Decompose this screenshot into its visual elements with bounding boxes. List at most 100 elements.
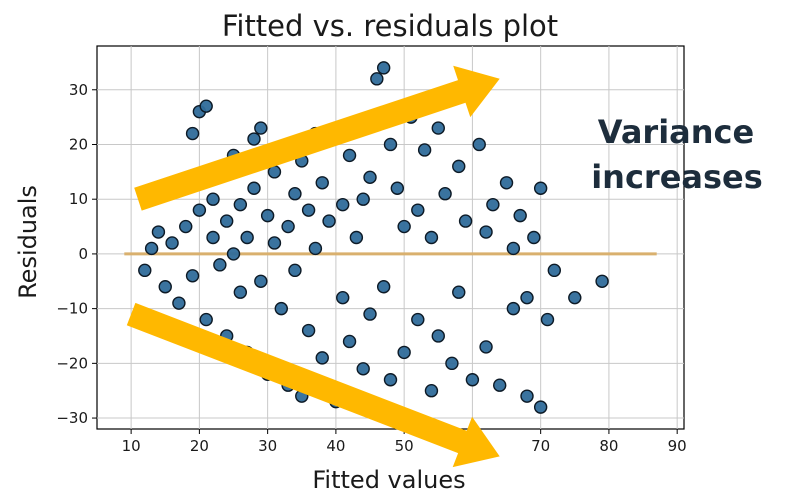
data-point bbox=[438, 187, 452, 201]
data-point bbox=[288, 263, 302, 278]
data-point bbox=[376, 61, 391, 75]
y-tick-label: −10 bbox=[56, 300, 88, 318]
data-point bbox=[199, 99, 213, 113]
y-axis-label: Residuals bbox=[14, 185, 42, 299]
chart-title: Fitted vs. residuals plot bbox=[222, 9, 558, 43]
data-point bbox=[226, 247, 241, 261]
data-point bbox=[254, 121, 268, 135]
data-point bbox=[288, 187, 302, 201]
y-tick-label: 20 bbox=[69, 135, 88, 153]
data-point bbox=[424, 384, 439, 398]
data-point bbox=[363, 170, 377, 185]
data-point bbox=[267, 236, 282, 250]
data-point bbox=[247, 132, 261, 146]
x-tick-label: 20 bbox=[190, 437, 209, 455]
data-point bbox=[445, 356, 459, 371]
data-point bbox=[431, 121, 445, 135]
upward-arrow bbox=[134, 65, 500, 211]
data-point bbox=[308, 241, 323, 256]
data-point bbox=[342, 148, 357, 163]
x-tick-label: 30 bbox=[258, 437, 277, 455]
data-point bbox=[376, 280, 391, 294]
data-point bbox=[424, 230, 439, 245]
data-point bbox=[520, 290, 534, 305]
data-point bbox=[595, 274, 609, 288]
data-point bbox=[219, 214, 234, 228]
data-point bbox=[486, 197, 500, 212]
data-point bbox=[192, 203, 207, 217]
data-point bbox=[206, 230, 220, 245]
data-point bbox=[260, 208, 275, 223]
data-point bbox=[533, 181, 548, 195]
data-point bbox=[506, 301, 521, 316]
data-point bbox=[499, 176, 514, 190]
data-point bbox=[138, 263, 152, 278]
data-point bbox=[520, 389, 534, 403]
data-point bbox=[165, 236, 179, 250]
data-point bbox=[172, 296, 186, 310]
data-point bbox=[568, 290, 582, 305]
data-point bbox=[417, 143, 432, 157]
data-point bbox=[363, 307, 377, 321]
data-point bbox=[213, 258, 227, 272]
data-point bbox=[301, 323, 316, 338]
downward-arrow bbox=[126, 302, 500, 468]
data-point bbox=[506, 241, 521, 256]
data-point bbox=[513, 208, 527, 223]
data-point bbox=[336, 197, 350, 212]
x-tick-label: 50 bbox=[395, 437, 414, 455]
data-point bbox=[185, 126, 200, 141]
data-point bbox=[493, 378, 507, 392]
data-point bbox=[431, 329, 445, 343]
data-point bbox=[479, 225, 493, 239]
data-point bbox=[411, 312, 425, 327]
data-point bbox=[179, 219, 193, 234]
data-point bbox=[281, 219, 295, 234]
annotation-line-2: increases bbox=[591, 158, 763, 196]
data-point bbox=[151, 225, 166, 239]
data-point bbox=[540, 312, 555, 327]
x-tick-label: 10 bbox=[122, 437, 141, 455]
data-point bbox=[336, 290, 350, 305]
data-point bbox=[397, 219, 411, 234]
data-point bbox=[411, 203, 425, 217]
data-point bbox=[301, 203, 316, 217]
data-point bbox=[547, 263, 562, 278]
y-tick-label: 10 bbox=[69, 190, 88, 208]
data-point bbox=[322, 214, 336, 228]
data-point bbox=[315, 351, 329, 365]
data-point bbox=[383, 137, 398, 152]
x-tick-label: 80 bbox=[599, 437, 618, 455]
data-point bbox=[458, 214, 473, 228]
data-point bbox=[472, 137, 486, 152]
x-tick-label: 40 bbox=[326, 437, 345, 455]
data-point bbox=[349, 230, 364, 245]
data-point bbox=[274, 301, 288, 316]
x-tick-label: 70 bbox=[531, 437, 550, 455]
data-point bbox=[465, 373, 480, 387]
data-point bbox=[240, 230, 254, 245]
y-tick-label: −20 bbox=[56, 354, 88, 372]
data-point bbox=[390, 181, 405, 195]
data-point bbox=[527, 230, 541, 245]
data-point bbox=[383, 373, 398, 387]
data-point bbox=[158, 280, 172, 294]
x-tick-label: 90 bbox=[668, 437, 687, 455]
data-point bbox=[315, 176, 329, 190]
data-point bbox=[356, 362, 370, 376]
x-axis-label: Fitted values bbox=[312, 466, 465, 494]
data-point bbox=[533, 400, 548, 414]
data-point bbox=[356, 192, 370, 206]
data-points bbox=[138, 61, 609, 414]
data-point bbox=[479, 340, 493, 354]
annotation-line-1: Variance bbox=[598, 113, 754, 151]
data-point bbox=[452, 159, 466, 174]
data-point bbox=[206, 192, 220, 206]
data-point bbox=[452, 285, 466, 299]
data-point bbox=[185, 269, 200, 283]
data-point bbox=[342, 334, 357, 349]
data-point bbox=[247, 181, 261, 195]
data-point bbox=[397, 345, 411, 360]
data-point bbox=[254, 274, 268, 288]
